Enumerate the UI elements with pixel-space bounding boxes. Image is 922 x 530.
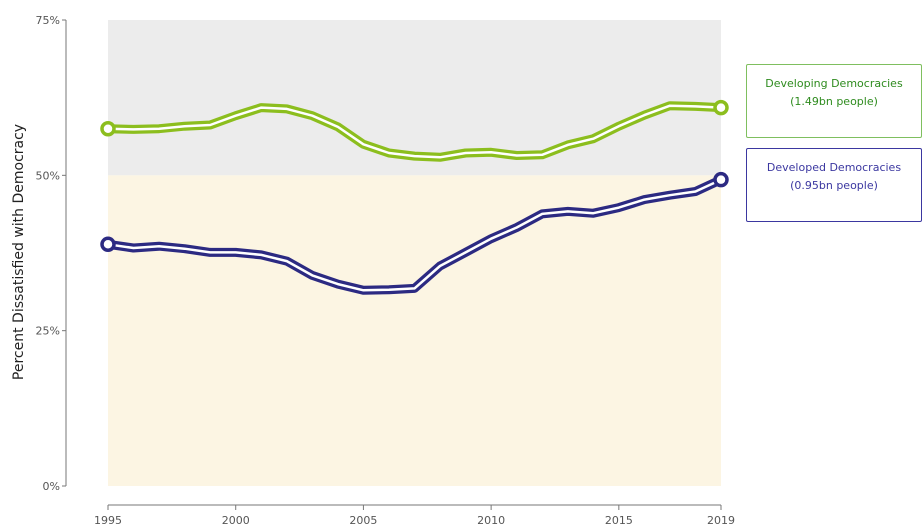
series-endpoint-marker bbox=[713, 171, 729, 188]
y-tick-label: 25% bbox=[36, 325, 60, 338]
series-line-highlight bbox=[106, 178, 723, 292]
background-bands bbox=[108, 20, 721, 487]
background-band bbox=[108, 175, 721, 487]
series-endpoint-marker bbox=[713, 99, 729, 116]
y-tick-label: 50% bbox=[36, 169, 60, 182]
series-endpoint-marker bbox=[100, 120, 116, 137]
x-tick-label: 2010 bbox=[477, 514, 505, 527]
x-tick-label: 2000 bbox=[222, 514, 250, 527]
x-tick-label: 2019 bbox=[707, 514, 735, 527]
y-tick-label: 75% bbox=[36, 14, 60, 27]
legend-developed-democracies: Developed Democracies (0.95bn people) bbox=[746, 148, 922, 222]
y-tick-label: 0% bbox=[43, 480, 60, 493]
series-endpoint-marker bbox=[100, 236, 116, 253]
series-developed-democracies bbox=[100, 171, 729, 295]
legend-series-population: (0.95bn people) bbox=[790, 179, 878, 192]
x-tick-label: 2005 bbox=[349, 514, 377, 527]
x-tick-label: 1995 bbox=[94, 514, 122, 527]
background-band bbox=[108, 20, 721, 176]
series-developing-democracies bbox=[100, 99, 729, 162]
series-layer bbox=[100, 99, 729, 295]
legend-series-population: (1.49bn people) bbox=[790, 95, 878, 108]
series-line-highlight bbox=[106, 104, 723, 159]
axes: 0% 25% 50% 75% 1995 2000 2005 2010 2015 2019 bbox=[36, 14, 735, 527]
y-axis-label: Percent Dissatisfied with Democracy bbox=[11, 124, 27, 380]
x-tick-label: 2015 bbox=[605, 514, 633, 527]
legend-developing-democracies: Developing Democracies (1.49bn people) bbox=[746, 64, 922, 138]
legend-series-name: Developed Democracies bbox=[766, 161, 902, 174]
legend-series-name: Developing Democracies bbox=[765, 77, 903, 90]
